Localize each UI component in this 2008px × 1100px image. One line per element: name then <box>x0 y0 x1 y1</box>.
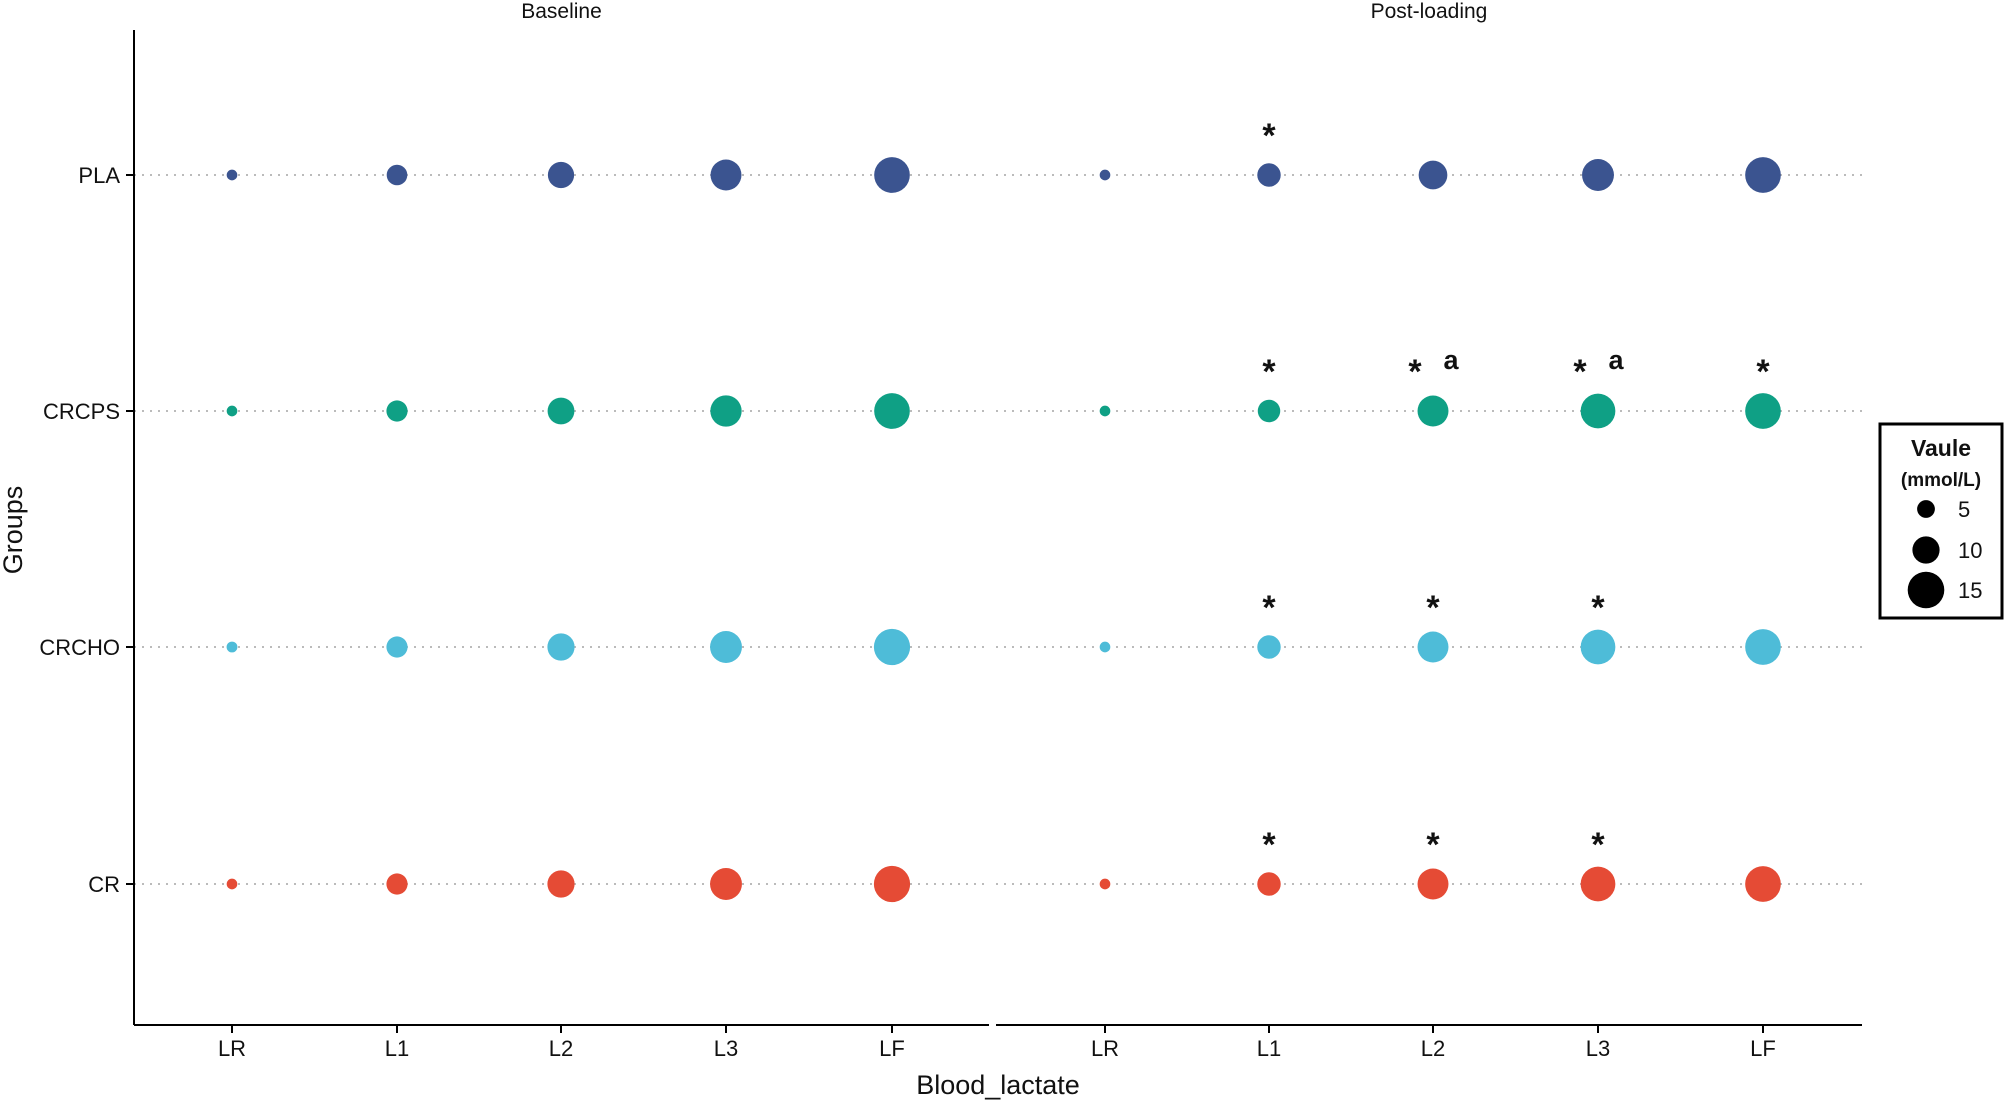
x-axis-title: Blood_lactate <box>916 1070 1080 1100</box>
point-cr-lf <box>873 865 911 903</box>
x-tick-label: L2 <box>549 1036 573 1061</box>
point-cr-l2 <box>547 870 575 898</box>
x-tick-label: L3 <box>714 1036 738 1061</box>
x-tick-label: LR <box>218 1036 246 1061</box>
panel-title: Baseline <box>521 0 602 23</box>
point-pla-lr <box>226 169 238 181</box>
significance-star: * <box>1591 589 1605 627</box>
point-crcho-l2 <box>1417 631 1449 663</box>
point-crcps-l3 <box>710 395 742 427</box>
point-cr-l1 <box>386 873 408 895</box>
legend-size-label: 10 <box>1958 538 1982 563</box>
point-crcps-l2 <box>1417 395 1449 427</box>
x-tick-label: LR <box>1091 1036 1119 1061</box>
axis-labels: Baseline Post-loading CR CRCHO CRCPS PLA LR L1 L… <box>0 0 1776 1100</box>
significance-star: * <box>1262 826 1276 864</box>
y-tick-label: PLA <box>78 163 120 188</box>
x-tick-label: LF <box>879 1036 905 1061</box>
significance-markers: * * * a * a * * * * * * * <box>1262 117 1770 864</box>
point-crcps-lf <box>1745 393 1781 429</box>
point-cr-lr <box>1099 878 1111 890</box>
point-pla-lf <box>874 157 910 193</box>
point-crcps-l3 <box>1580 393 1616 429</box>
point-crcps-l1 <box>386 400 408 422</box>
legend-size-label: 5 <box>1958 497 1970 522</box>
x-tick-label: L3 <box>1586 1036 1610 1061</box>
point-crcho-l1 <box>1257 635 1281 659</box>
y-axis-title: Groups <box>0 486 28 575</box>
y-tick-label: CRCHO <box>39 635 120 660</box>
point-crcps-lf <box>874 393 910 429</box>
legend-size-label: 15 <box>1958 578 1982 603</box>
point-crcho-l3 <box>1580 629 1616 665</box>
significance-star: * <box>1262 589 1276 627</box>
size-legend: Vaule (mmol/L) 5 10 15 <box>1878 422 2004 620</box>
point-pla-l2 <box>547 161 575 189</box>
legend-size-dot <box>1912 536 1940 564</box>
significance-star: * <box>1573 353 1587 391</box>
legend-subtitle: (mmol/L) <box>1901 470 1981 491</box>
point-crcho-l2 <box>547 633 575 661</box>
point-crcho-lf <box>873 628 911 666</box>
significance-star: * <box>1591 826 1605 864</box>
significance-star: * <box>1756 353 1770 391</box>
point-pla-l3 <box>710 159 742 191</box>
significance-star: * <box>1408 353 1422 391</box>
legend-size-dot <box>1907 571 1945 609</box>
significance-star: * <box>1262 353 1276 391</box>
axes <box>126 30 1862 1033</box>
significance-letter: a <box>1443 345 1459 375</box>
point-pla-lf <box>1745 157 1781 193</box>
point-crcps-l2 <box>547 397 575 425</box>
point-crcho-lr <box>226 641 238 653</box>
x-tick-label: L1 <box>385 1036 409 1061</box>
significance-star: * <box>1262 117 1276 155</box>
grid-lines <box>134 174 1862 885</box>
point-crcps-l1 <box>1257 399 1281 423</box>
significance-star: * <box>1426 826 1440 864</box>
legend-title: Vaule <box>1911 435 1971 461</box>
point-crcps-lr <box>1099 405 1111 417</box>
point-cr-l3 <box>710 868 742 900</box>
point-cr-l3 <box>1580 866 1616 902</box>
point-cr-lf <box>1745 866 1781 902</box>
significance-letter: a <box>1608 345 1624 375</box>
point-crcho-l1 <box>386 636 408 658</box>
point-crcps-lr <box>226 405 238 417</box>
y-tick-label: CR <box>88 872 120 897</box>
point-cr-l1 <box>1257 872 1281 896</box>
significance-star: * <box>1426 589 1440 627</box>
point-cr-l2 <box>1417 868 1449 900</box>
y-tick-label: CRCPS <box>43 399 120 424</box>
point-pla-l1 <box>1257 163 1281 187</box>
point-crcho-lr <box>1099 641 1111 653</box>
x-tick-label: L1 <box>1257 1036 1281 1061</box>
x-tick-label: L2 <box>1421 1036 1445 1061</box>
point-crcho-l3 <box>710 631 742 663</box>
x-tick-label: LF <box>1750 1036 1776 1061</box>
panel-title: Post-loading <box>1371 0 1488 23</box>
legend-size-dot <box>1917 500 1935 518</box>
data-points <box>226 157 1781 903</box>
point-pla-l3 <box>1582 159 1614 191</box>
point-cr-lr <box>226 878 238 890</box>
point-pla-l1 <box>386 164 408 186</box>
point-pla-l2 <box>1418 160 1448 190</box>
point-pla-lr <box>1099 169 1111 181</box>
point-crcho-lf <box>1745 629 1781 665</box>
